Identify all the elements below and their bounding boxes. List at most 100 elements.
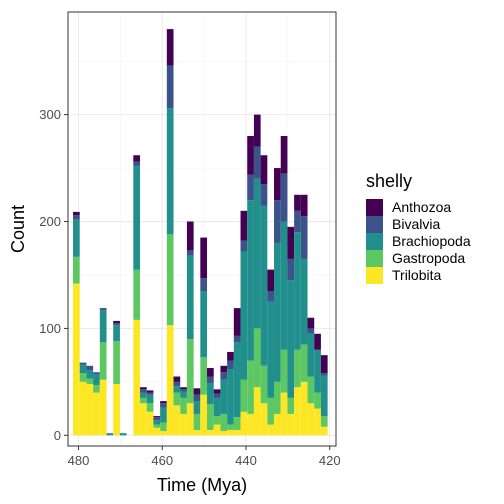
bar-segment-bivalvia [294, 210, 301, 233]
bar-stack [133, 155, 141, 436]
bar-segment-brachiopoda [280, 221, 288, 350]
bar-stack [173, 376, 181, 436]
bar-segment-brachiopoda [73, 219, 80, 257]
bar-segment-trilobita [99, 379, 107, 436]
bar-stack [180, 387, 187, 436]
bar-stack [320, 355, 328, 436]
bar-stack [233, 308, 241, 436]
bar-segment-gastropoda [307, 376, 315, 404]
bar-segment-anthozoa [160, 401, 167, 404]
legend-label-bivalvia: Bivalvia [392, 216, 440, 232]
bar-segment-trilobita [274, 413, 281, 436]
bar-segment-bivalvia [140, 389, 147, 393]
bar-segment-trilobita [227, 429, 234, 436]
bar-segment-gastropoda [320, 416, 328, 427]
bar-segment-bivalvia [207, 376, 214, 383]
bar-segment-gastropoda [180, 397, 187, 414]
bar-segment-brachiopoda [314, 349, 321, 393]
bar-segment-trilobita [133, 319, 141, 436]
bar-segment-brachiopoda [113, 325, 120, 342]
bar-stack [260, 155, 268, 436]
bar-segment-gastropoda [213, 416, 221, 425]
bar-stack [99, 308, 107, 436]
bar-stack [106, 433, 114, 436]
bar-segment-anthozoa [300, 194, 308, 217]
bar-segment-brachiopoda [153, 420, 161, 425]
bar-segment-brachiopoda [133, 165, 141, 270]
legend-swatch-bivalvia [366, 216, 383, 233]
bar-stack [79, 362, 87, 436]
bar-segment-bivalvia [166, 65, 174, 109]
bar-segment-gastropoda [160, 422, 167, 432]
bar-segment-anthozoa [166, 29, 174, 66]
bar-segment-anthozoa [307, 317, 315, 329]
bar-segment-anthozoa [294, 194, 301, 211]
bar-segment-brachiopoda [307, 333, 315, 377]
plot-border [67, 11, 337, 447]
bar-segment-bivalvia [227, 360, 234, 370]
bar-stack [307, 317, 315, 436]
bar-segment-anthozoa [314, 333, 321, 350]
bar-segment-anthozoa [180, 387, 187, 390]
bar-segment-trilobita [287, 413, 295, 436]
bar-segment-bivalvia [307, 328, 315, 334]
legend-title: shelly [366, 171, 412, 191]
bar-segment-brachiopoda [267, 301, 275, 398]
bar-segment-anthozoa [260, 155, 268, 185]
bar-stack [186, 221, 194, 436]
bar-segment-bivalvia [86, 365, 94, 371]
bar-segment-trilobita [146, 411, 154, 436]
bar-segment-trilobita [220, 431, 228, 436]
y-axis-title: Count [8, 205, 28, 253]
bar-segment-bivalvia [260, 184, 268, 206]
bar-stack [213, 389, 221, 436]
bar-segment-brachiopoda [200, 291, 208, 358]
legend-swatch-trilobita [366, 267, 383, 284]
bar-segment-brachiopoda [253, 178, 261, 329]
bar-segment-gastropoda [294, 349, 301, 388]
bar-segment-trilobita [240, 411, 248, 436]
bar-segment-bivalvia [300, 216, 308, 259]
bar-stack [294, 194, 301, 436]
bar-stack [200, 237, 208, 436]
bar-segment-brachiopoda [173, 386, 181, 393]
bar-stack [86, 365, 94, 436]
bar-segment-trilobita [93, 392, 100, 436]
bar-segment-anthozoa [73, 211, 80, 216]
bar-stack [274, 168, 281, 436]
bar-segment-brachiopoda [106, 433, 114, 436]
bar-segment-brachiopoda [93, 374, 100, 386]
bar-stack [113, 320, 120, 436]
bar-segment-trilobita [207, 429, 214, 436]
bar-segment-gastropoda [79, 373, 87, 382]
bar-segment-bivalvia [153, 417, 161, 421]
y-tick-label: 300 [39, 107, 61, 122]
bar-segment-brachiopoda [247, 200, 254, 361]
bar-segment-gastropoda [267, 397, 275, 425]
bar-segment-trilobita [180, 413, 187, 436]
legend-swatch-anthozoa [366, 199, 383, 216]
bar-segment-anthozoa [287, 226, 295, 259]
bar-segment-trilobita [200, 394, 208, 436]
bar-segment-gastropoda [247, 360, 254, 414]
bar-segment-brachiopoda [86, 370, 94, 379]
bar-segment-trilobita [300, 381, 308, 436]
legend-label-anthozoa: Anthozoa [392, 199, 451, 215]
bar-segment-brachiopoda [119, 433, 127, 436]
bar-segment-bivalvia [280, 173, 288, 222]
bar-segment-gastropoda [314, 392, 321, 409]
bar-segment-anthozoa [253, 114, 261, 147]
bar-segment-brachiopoda [186, 255, 194, 340]
bar-stack [146, 390, 154, 436]
bar-segment-anthozoa [240, 210, 248, 241]
bar-segment-trilobita [267, 424, 275, 436]
bar-segment-bivalvia [99, 308, 107, 311]
bar-segment-anthozoa [247, 136, 254, 175]
bar-segment-brachiopoda [193, 401, 201, 414]
bar-segment-bivalvia [274, 200, 281, 243]
bar-segment-anthozoa [274, 168, 281, 201]
bar-segment-bivalvia [193, 394, 201, 402]
legend-swatch-brachiopoda [366, 233, 383, 250]
bar-segment-anthozoa [146, 390, 154, 393]
